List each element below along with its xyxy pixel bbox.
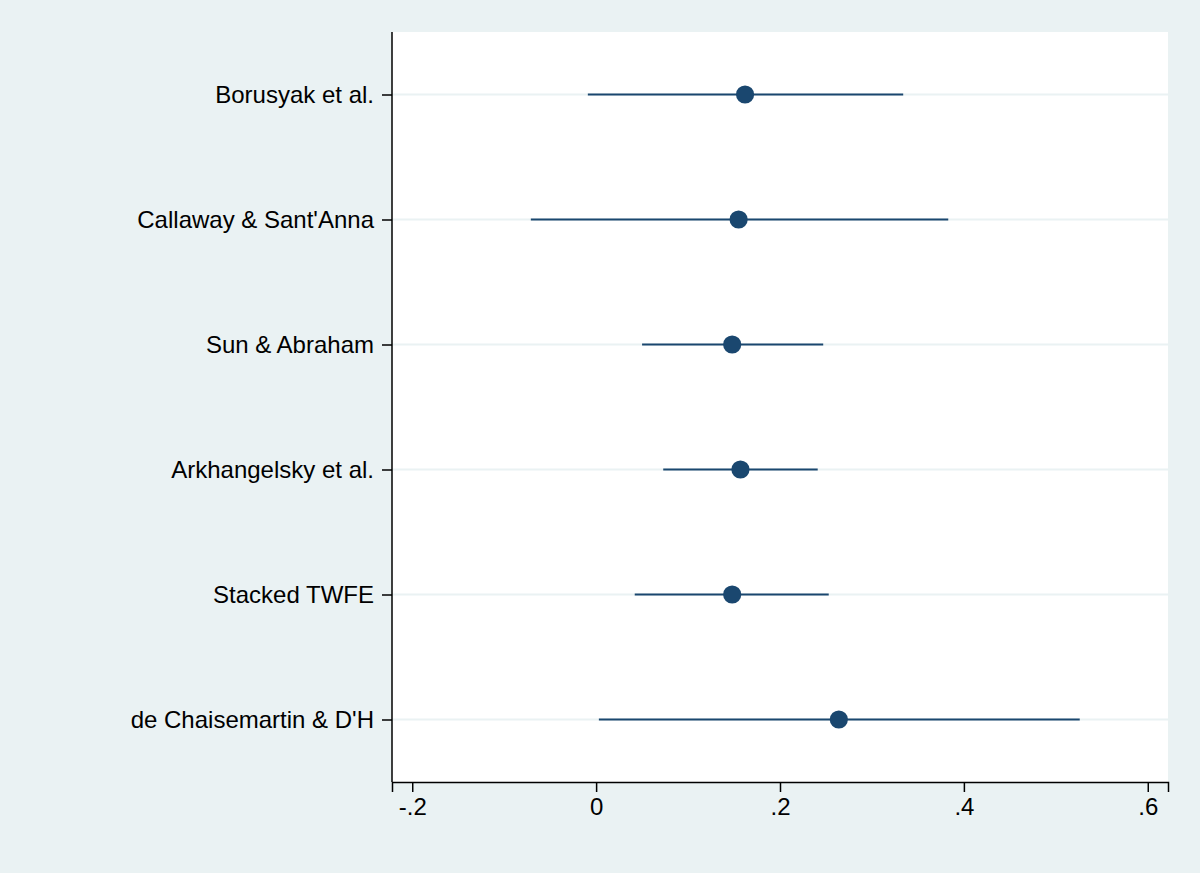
y-axis-line (391, 32, 393, 782)
y-tick-label: Borusyak et al. (215, 81, 374, 108)
y-tick-mark (382, 219, 392, 221)
x-axis: -.2 0 .2 .4 .6 (393, 782, 1169, 820)
grid (392, 95, 1168, 720)
y-tick-mark (382, 94, 392, 96)
x-tick-label: -.2 (399, 793, 427, 820)
x-tick-label: .4 (954, 793, 974, 820)
x-tick-label: 0 (590, 793, 603, 820)
point-estimate (830, 710, 848, 728)
y-tick-label: de Chaisemartin & D'H (131, 706, 374, 733)
point-estimate (730, 210, 748, 228)
y-tick-label: Stacked TWFE (213, 581, 374, 608)
x-tick-label: .6 (1138, 793, 1158, 820)
x-tick-mark (1148, 782, 1150, 792)
marks (531, 85, 1080, 728)
y-tick: Borusyak et al. (215, 81, 392, 108)
point-estimate (736, 85, 754, 103)
y-tick: Callaway & Sant'Anna (137, 206, 392, 233)
grid-line (392, 594, 1168, 596)
y-tick: de Chaisemartin & D'H (131, 706, 392, 733)
y-axis: Borusyak et al. Callaway & Sant'Anna Sun &… (131, 32, 392, 782)
y-tick-label: Callaway & Sant'Anna (137, 206, 374, 233)
y-tick: Sun & Abraham (206, 331, 392, 358)
y-tick-mark (382, 594, 392, 596)
x-axis-line (393, 783, 1169, 793)
point-estimate (723, 335, 741, 353)
x-tick-label: .2 (770, 793, 790, 820)
x-tick-mark (596, 782, 598, 792)
grid-line (392, 469, 1168, 471)
plot-area (392, 32, 1168, 782)
x-tick-mark (964, 782, 966, 792)
y-tick: Stacked TWFE (213, 581, 392, 608)
y-tick: Arkhangelsky et al. (171, 456, 392, 483)
y-tick-mark (382, 719, 392, 721)
x-tick: -.2 (399, 782, 427, 820)
x-tick: .6 (1138, 782, 1158, 820)
y-tick-label: Sun & Abraham (206, 331, 374, 358)
y-tick-mark (382, 344, 392, 346)
grid-line (392, 219, 1168, 221)
grid-line (392, 94, 1168, 96)
chart: -.2 0 .2 .4 .6 Borusyak et al. Callaway & Sant… (0, 0, 1200, 873)
x-tick-mark (780, 782, 782, 792)
y-tick-mark (382, 469, 392, 471)
point-estimate (731, 460, 749, 478)
x-tick: .2 (770, 782, 790, 820)
point-estimate (723, 585, 741, 603)
grid-line (392, 344, 1168, 346)
x-tick: .4 (954, 782, 974, 820)
y-tick-label: Arkhangelsky et al. (171, 456, 374, 483)
grid-line (392, 719, 1168, 721)
x-tick-mark (412, 782, 414, 792)
background (0, 0, 1200, 873)
x-tick: 0 (590, 782, 603, 820)
